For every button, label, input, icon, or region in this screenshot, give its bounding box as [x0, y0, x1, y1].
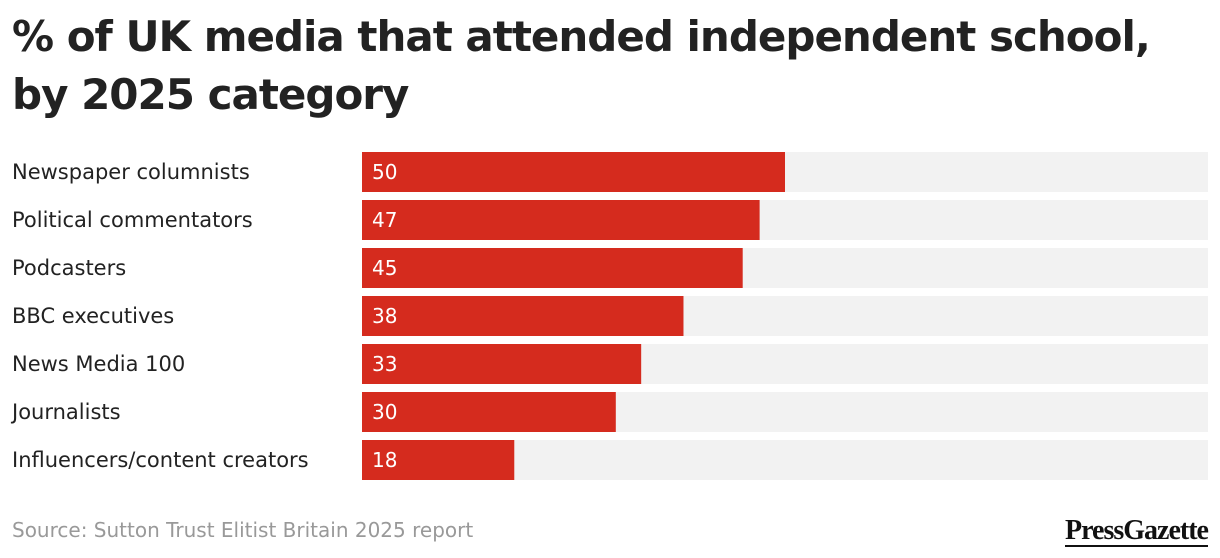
press-gazette-logo: PressGazette [1065, 515, 1209, 547]
category-label: Podcasters [12, 256, 126, 280]
category-label: BBC executives [12, 304, 174, 328]
chart-title: % of UK media that attended independent … [12, 12, 1151, 119]
value-label: 33 [372, 352, 397, 376]
value-label: 50 [372, 160, 397, 184]
bar [362, 344, 642, 384]
category-label: Newspaper columnists [12, 160, 250, 184]
category-label: Influencers/content creators [12, 448, 309, 472]
bar [362, 152, 785, 192]
bar [362, 392, 616, 432]
source-note: Source: Sutton Trust Elitist Britain 202… [12, 518, 474, 542]
bar [362, 248, 743, 288]
value-label: 30 [372, 400, 397, 424]
bar-chart: Newspaper columnists 50 Political commenta… [10, 152, 1208, 480]
value-label: 38 [372, 304, 397, 328]
bar [362, 440, 515, 480]
value-label: 47 [372, 208, 397, 232]
bar [362, 296, 684, 336]
category-label: News Media 100 [12, 352, 185, 376]
category-label: Journalists [10, 400, 121, 424]
value-label: 45 [372, 256, 397, 280]
category-label: Political commentators [12, 208, 253, 232]
bar [362, 200, 760, 240]
value-label: 18 [372, 448, 397, 472]
